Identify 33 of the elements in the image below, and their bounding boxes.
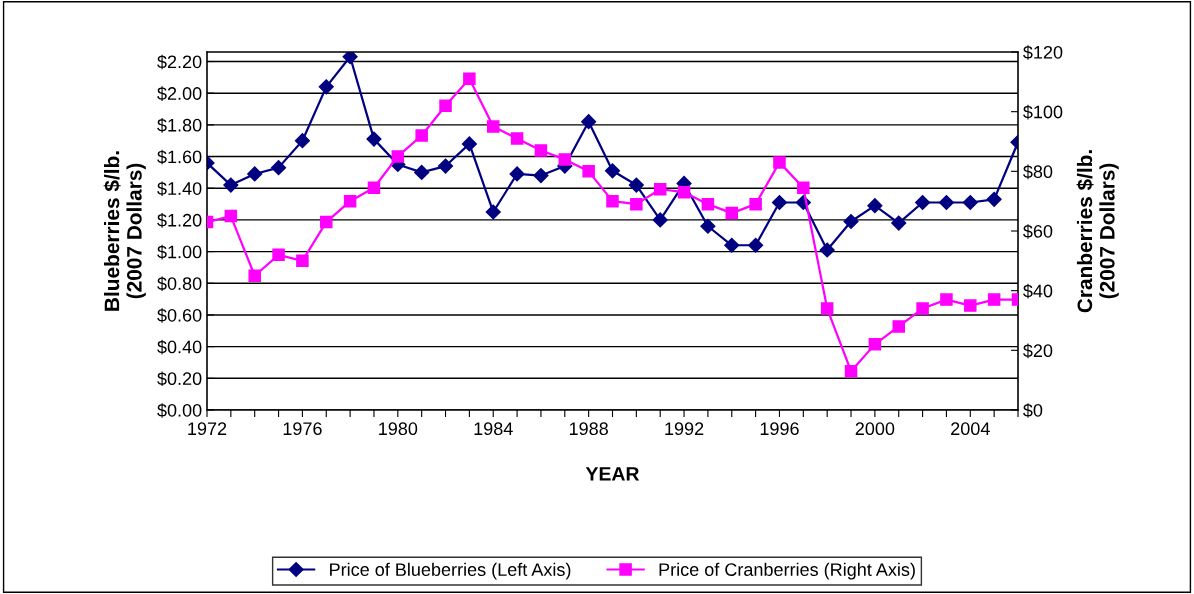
x-tick-label: 1980	[379, 422, 418, 436]
x-tick-label: 1984	[474, 422, 513, 436]
y2-tick-label: $40	[1023, 283, 1053, 299]
y2-tick-label: $20	[1023, 343, 1053, 359]
y-tick-label: $2.20	[157, 54, 202, 70]
legend-label: Price of Cranberries (Right Axis)	[659, 562, 915, 580]
y-axis-title: Blueberries $/lb. (2007 Dollars)	[103, 151, 146, 311]
x-tick-label: 1972	[188, 422, 227, 436]
y2-tick-label: $100	[1023, 104, 1063, 120]
x-tick-label: 1988	[569, 422, 608, 436]
legend-label: Price of Blueberries (Left Axis)	[330, 562, 571, 580]
y2-tick-label: $60	[1023, 224, 1053, 239]
y-tick-label: $0.20	[157, 371, 202, 387]
y2-tick-label: $0	[1023, 403, 1043, 418]
y-tick-label: $0.00	[157, 403, 202, 418]
x-tick-label: 1976	[283, 422, 322, 436]
y-tick-label: $0.80	[157, 276, 202, 292]
x-axis-title: YEAR	[585, 467, 640, 481]
x-tick-label: 2004	[951, 422, 990, 436]
x-tick-label: 1996	[760, 422, 799, 436]
y-tick-label: $1.20	[157, 213, 202, 228]
y-tick-label: $0.60	[157, 308, 202, 323]
y2-tick-label: $80	[1023, 164, 1053, 180]
y2-tick-label: $120	[1023, 45, 1063, 60]
y-tick-label: $1.40	[157, 181, 202, 197]
y-tick-label: $1.80	[157, 118, 202, 133]
x-tick-label: 1992	[665, 422, 704, 436]
y-tick-label: $2.00	[157, 86, 202, 101]
y2-axis-title: Cranberries $/lb. (2007 Dollars)	[1076, 150, 1119, 313]
y-tick-label: $1.00	[157, 244, 202, 260]
y-tick-label: $1.60	[157, 149, 202, 165]
x-tick-label: 2000	[855, 422, 895, 436]
y-tick-label: $0.40	[157, 339, 202, 355]
